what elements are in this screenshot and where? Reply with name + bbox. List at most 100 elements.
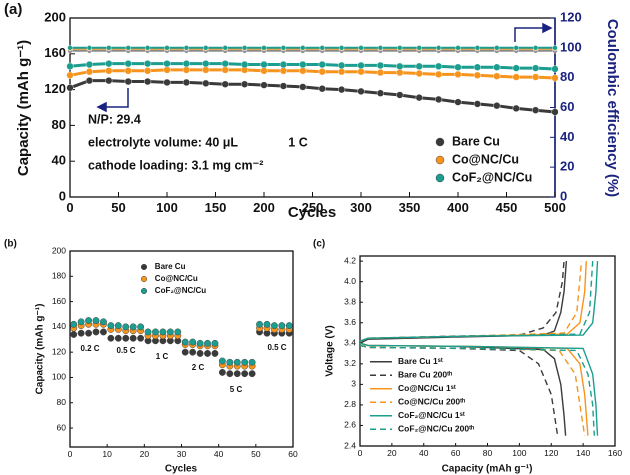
point — [114, 322, 122, 330]
y2-tick-label: 0 — [560, 188, 567, 203]
y2-tick-label: 80 — [560, 69, 574, 84]
point — [221, 60, 229, 68]
point — [226, 358, 234, 366]
y-tick-label: 3.8 — [344, 296, 356, 306]
point — [70, 320, 78, 328]
point — [436, 45, 442, 51]
y-tick-label: 2.6 — [344, 420, 356, 430]
arrow-head — [96, 101, 107, 113]
point — [66, 84, 74, 92]
legend-label: Co@NC/Cu — [452, 152, 519, 166]
point — [435, 62, 443, 70]
x-tick-label: 60 — [451, 448, 461, 458]
point — [318, 85, 326, 93]
point — [435, 70, 443, 78]
x-tick-label: 100 — [512, 448, 526, 458]
point — [66, 71, 74, 79]
annotation: cathode loading: 3.1 mg cm⁻² — [88, 158, 263, 172]
x-tick-label: 0 — [68, 449, 73, 459]
point — [279, 60, 288, 69]
annotation: 5 C — [230, 385, 243, 394]
y-tick-label: 4.0 — [344, 276, 356, 286]
point — [222, 45, 228, 51]
series-line — [359, 261, 595, 436]
point — [241, 358, 249, 366]
point — [454, 98, 462, 106]
x-tick-label: 100 — [156, 200, 178, 215]
point — [551, 74, 559, 82]
point — [204, 339, 211, 347]
point — [396, 62, 404, 70]
point — [77, 329, 85, 337]
y2-tick-label: 120 — [560, 9, 582, 24]
point — [124, 60, 132, 68]
y-tick-label: 100 — [52, 372, 66, 382]
point — [202, 66, 210, 74]
point — [129, 334, 137, 342]
x-tick-label: 0 — [358, 448, 363, 458]
y2-tick-label: 100 — [560, 39, 582, 54]
arrow-head — [542, 22, 553, 34]
point — [202, 79, 210, 87]
x-axis-label: Cycles — [165, 464, 198, 475]
point — [357, 61, 365, 70]
point — [319, 45, 325, 51]
point — [494, 45, 500, 51]
point — [100, 328, 107, 336]
point — [416, 45, 422, 51]
x-tick-label: 250 — [302, 200, 324, 215]
point — [339, 45, 345, 51]
point — [551, 108, 559, 116]
x-tick-label: 300 — [350, 200, 372, 215]
x-tick-label: 0 — [66, 200, 73, 215]
point — [376, 61, 385, 70]
legend-label: Co@NC/Cu — [155, 274, 198, 283]
x-tick-label: 80 — [483, 448, 493, 458]
legend-swatch — [140, 275, 148, 283]
point — [196, 349, 204, 357]
x-tick-label: 150 — [205, 200, 227, 215]
x-tick-label: 350 — [399, 200, 421, 215]
point — [145, 45, 151, 51]
annotation: 1 C — [156, 352, 169, 361]
y2-axis-label: Coulombic efficiency (%) — [604, 19, 621, 197]
y-tick-label: 60 — [57, 422, 67, 432]
point — [241, 80, 249, 88]
point — [241, 60, 249, 69]
point — [493, 63, 501, 71]
x-axis-label: Cycles — [288, 204, 336, 221]
point — [415, 94, 423, 102]
x-tick-label: 140 — [576, 448, 590, 458]
point — [278, 322, 286, 330]
legend-label: Co@NC/Cu 200ᵗʰ — [398, 397, 465, 407]
left-axis-arrow — [104, 88, 129, 108]
point — [280, 45, 287, 51]
point — [100, 318, 107, 326]
x-tick-label: 160 — [608, 448, 622, 458]
point — [92, 328, 100, 336]
panel: (a)0 50 100 150 200 250 300 350 400 450 5000408012… — [4, 1, 621, 221]
point — [166, 328, 174, 336]
annotation: 1 C — [288, 135, 307, 149]
point — [512, 104, 520, 112]
point — [218, 357, 226, 365]
point — [357, 68, 365, 76]
point — [144, 60, 152, 68]
point — [202, 60, 210, 68]
x-tick-label: 120 — [544, 448, 558, 458]
point — [531, 73, 540, 81]
point — [105, 60, 113, 68]
point — [66, 62, 74, 70]
legend-swatch — [435, 155, 445, 165]
point — [299, 60, 307, 69]
point — [263, 320, 271, 328]
point — [85, 77, 94, 85]
point — [105, 67, 113, 75]
point — [183, 45, 190, 51]
point — [85, 329, 93, 337]
legend-swatch — [140, 287, 148, 295]
point — [233, 358, 241, 366]
series-line — [69, 62, 556, 71]
point — [551, 65, 559, 73]
x-tick-label: 200 — [253, 200, 275, 215]
